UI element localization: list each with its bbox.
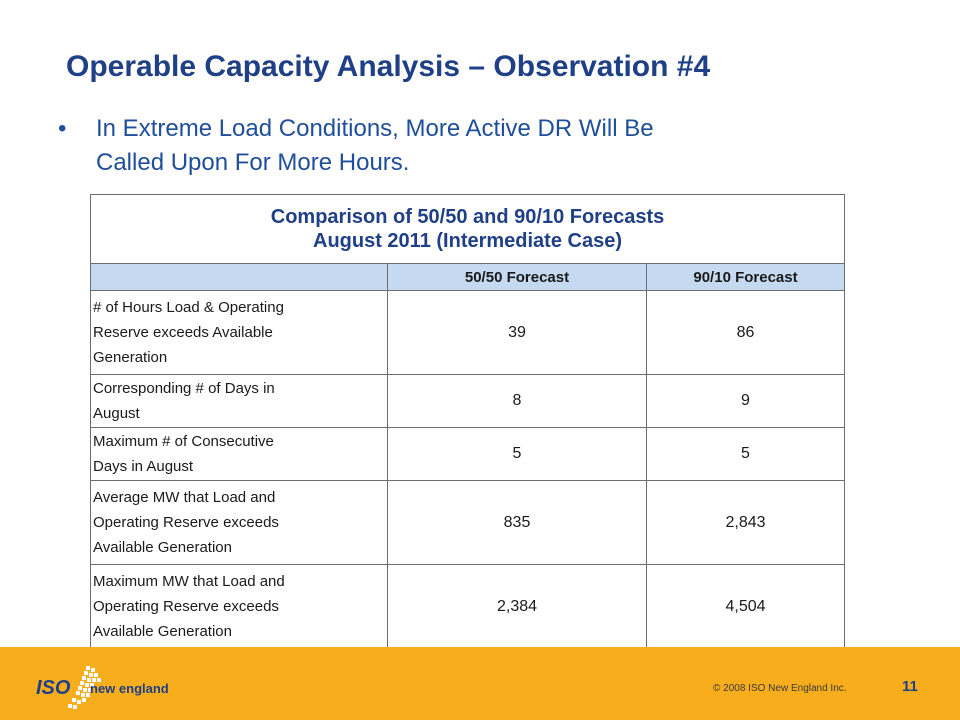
value-5050: 835 bbox=[387, 480, 647, 565]
row-label-line: Generation bbox=[93, 349, 168, 366]
row-label-line: Reserve exceeds Available bbox=[93, 324, 273, 341]
table-header-row: 50/50 Forecast 90/10 Forecast bbox=[90, 263, 845, 291]
value-5050: 5 bbox=[387, 427, 647, 481]
table-row: Maximum MW that Load and Operating Reser… bbox=[90, 564, 845, 649]
new-england-map-icon bbox=[68, 666, 101, 709]
table-row: Corresponding # of Days in August 8 9 bbox=[90, 374, 845, 428]
row-label: Maximum MW that Load and Operating Reser… bbox=[90, 564, 388, 649]
table-caption: Comparison of 50/50 and 90/10 Forecasts … bbox=[90, 194, 845, 264]
bullet-point: • In Extreme Load Conditions, More Activ… bbox=[58, 112, 858, 180]
value-5050: 8 bbox=[387, 374, 647, 428]
row-label-line: Corresponding # of Days in bbox=[93, 380, 275, 397]
row-label-line: Maximum MW that Load and bbox=[93, 573, 285, 590]
table-caption-line-1: Comparison of 50/50 and 90/10 Forecasts bbox=[270, 206, 665, 228]
bullet-icon: • bbox=[58, 115, 67, 142]
table-row: # of Hours Load & Operating Reserve exce… bbox=[90, 290, 845, 375]
value-9010: 86 bbox=[646, 290, 845, 375]
slide-title: Operable Capacity Analysis – Observation… bbox=[66, 50, 711, 83]
row-label: # of Hours Load & Operating Reserve exce… bbox=[90, 290, 388, 375]
column-header-5050: 50/50 Forecast bbox=[387, 263, 647, 291]
row-label-line: Available Generation bbox=[93, 623, 232, 640]
row-label: Maximum # of Consecutive Days in August bbox=[90, 427, 388, 481]
logo-iso-text: ISO bbox=[36, 677, 71, 699]
row-label-line: Available Generation bbox=[93, 539, 232, 556]
value-9010: 4,504 bbox=[646, 564, 845, 649]
row-label-line: Operating Reserve exceeds bbox=[93, 514, 279, 531]
column-header-label bbox=[90, 263, 388, 291]
row-label-line: August bbox=[93, 405, 140, 422]
row-label-line: Average MW that Load and bbox=[93, 489, 276, 506]
bullet-text-line-2: Called Upon For More Hours. bbox=[96, 149, 410, 176]
table-row: Maximum # of Consecutive Days in August … bbox=[90, 427, 845, 481]
logo-name-text: new england bbox=[90, 681, 169, 696]
bullet-text-line-1: In Extreme Load Conditions, More Active … bbox=[96, 115, 654, 142]
table-caption-line-2: August 2011 (Intermediate Case) bbox=[313, 230, 622, 252]
iso-new-england-logo: ISO new england bbox=[36, 666, 169, 709]
value-9010: 5 bbox=[646, 427, 845, 481]
row-label: Corresponding # of Days in August bbox=[90, 374, 388, 428]
value-9010: 9 bbox=[646, 374, 845, 428]
row-label-line: # of Hours Load & Operating bbox=[93, 299, 284, 316]
comparison-table: Comparison of 50/50 and 90/10 Forecasts … bbox=[90, 194, 845, 649]
value-9010: 2,843 bbox=[646, 480, 845, 565]
value-5050: 2,384 bbox=[387, 564, 647, 649]
row-label-line: Days in August bbox=[93, 458, 194, 475]
row-label-line: Operating Reserve exceeds bbox=[93, 598, 279, 615]
page-number: 11 bbox=[902, 678, 918, 695]
table-caption-row: Comparison of 50/50 and 90/10 Forecasts … bbox=[90, 194, 845, 264]
value-5050: 39 bbox=[387, 290, 647, 375]
table-row: Average MW that Load and Operating Reser… bbox=[90, 480, 845, 565]
footer-bar bbox=[0, 647, 960, 720]
column-header-9010: 90/10 Forecast bbox=[646, 263, 845, 291]
row-label: Average MW that Load and Operating Reser… bbox=[90, 480, 388, 565]
copyright-text: © 2008 ISO New England Inc. bbox=[713, 683, 847, 694]
row-label-line: Maximum # of Consecutive bbox=[93, 433, 274, 450]
